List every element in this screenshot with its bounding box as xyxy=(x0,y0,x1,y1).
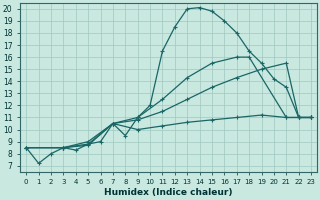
X-axis label: Humidex (Indice chaleur): Humidex (Indice chaleur) xyxy=(104,188,233,197)
